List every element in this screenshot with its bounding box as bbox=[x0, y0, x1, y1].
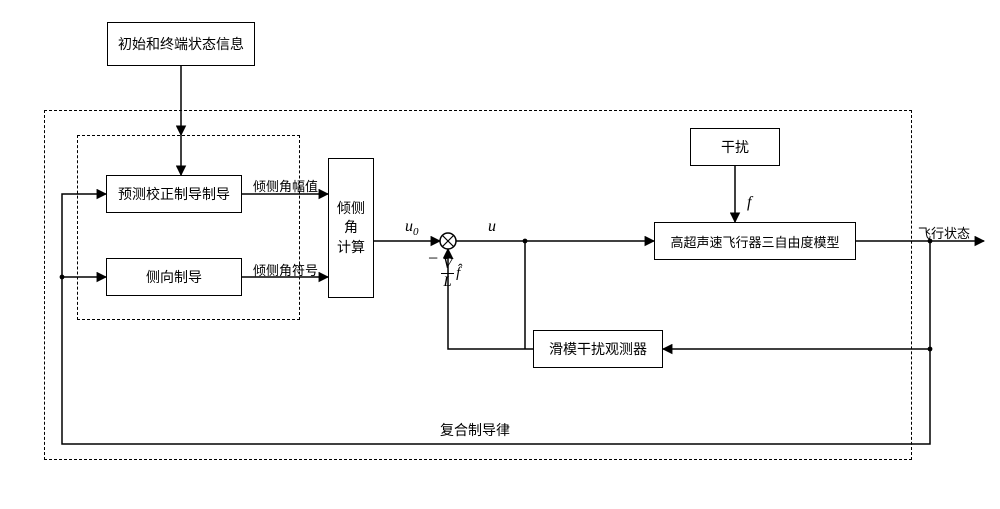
vlf-fhat: f̂ bbox=[454, 265, 460, 281]
lateral-box: 侧向制导 bbox=[106, 258, 242, 296]
smo-label: 滑模干扰观测器 bbox=[549, 339, 647, 359]
init-terminal-box: 初始和终端状态信息 bbox=[107, 22, 255, 66]
plant-box: 高超声速飞行器三自由度模型 bbox=[654, 222, 856, 260]
bank-mag-label: 倾侧角幅值 bbox=[253, 176, 318, 195]
pred-correct-label: 预测校正制导制导 bbox=[118, 184, 230, 204]
minus-label: − bbox=[428, 248, 438, 269]
bank-sign-label: 倾侧角符号 bbox=[253, 260, 318, 279]
bank-calc-label: 倾侧角 计算 bbox=[333, 199, 369, 258]
composite-label: 复合制导律 bbox=[440, 420, 510, 440]
u-label: u bbox=[488, 218, 496, 236]
lateral-label: 侧向制导 bbox=[146, 267, 202, 287]
u0-label: u0 bbox=[405, 218, 419, 238]
bank-calc-box: 倾侧角 计算 bbox=[328, 158, 374, 298]
disturb-label: 干扰 bbox=[721, 137, 749, 157]
vlf-fraction: V L f̂ bbox=[441, 256, 460, 291]
vlf-l: L bbox=[441, 274, 454, 291]
disturb-box: 干扰 bbox=[690, 128, 780, 166]
pred-correct-box: 预测校正制导制导 bbox=[106, 175, 242, 213]
f-label: f bbox=[747, 194, 751, 212]
plant-label: 高超声速飞行器三自由度模型 bbox=[670, 232, 839, 251]
diagram-canvas: 初始和终端状态信息 预测校正制导制导 侧向制导 倾侧角 计算 干扰 高超声速飞行… bbox=[0, 0, 1000, 509]
flight-state-label: 飞行状态 bbox=[918, 223, 970, 242]
init-terminal-label: 初始和终端状态信息 bbox=[118, 34, 244, 54]
smo-box: 滑模干扰观测器 bbox=[533, 330, 663, 368]
vlf-v: V bbox=[441, 256, 454, 274]
